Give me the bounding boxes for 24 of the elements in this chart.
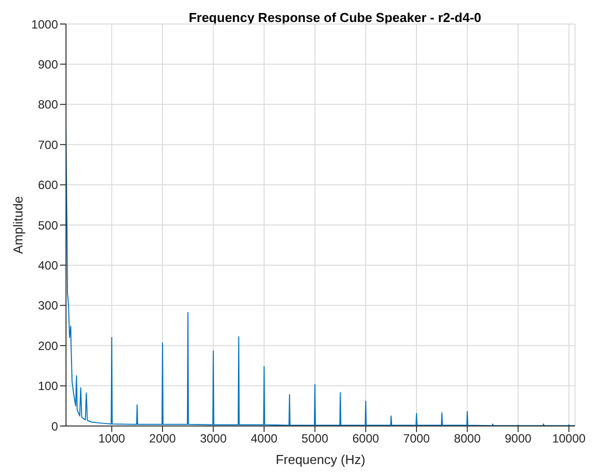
y-tick-label: 200 (38, 338, 58, 353)
y-tick-label: 900 (38, 57, 58, 72)
y-tick-label: 1000 (31, 17, 58, 32)
x-tick-label: 1000 (98, 432, 126, 446)
y-tick-label: 100 (38, 379, 58, 394)
x-tick-label: 6000 (352, 432, 380, 446)
x-tick-label: 7000 (403, 432, 430, 446)
x-tick-label: 5000 (302, 432, 329, 446)
y-tick-label: 300 (38, 298, 58, 313)
y-tick-label: 600 (38, 178, 58, 192)
x-tick-label: 3000 (200, 432, 227, 446)
y-tick-label: 0 (51, 419, 58, 434)
y-tick-label: 700 (38, 138, 58, 152)
x-tick-label: 2000 (149, 432, 176, 446)
x-axis-title: Frequency (Hz) (276, 452, 366, 467)
x-tick-label: 8000 (454, 432, 481, 446)
chart-title: Frequency Response of Cube Speaker - r2-d4-0 (188, 10, 482, 25)
y-tick-label: 400 (38, 258, 58, 272)
y-axis-title: Amplitude (10, 196, 26, 254)
y-tick-label: 500 (38, 218, 58, 232)
y-tick-label: 800 (38, 98, 58, 112)
x-tick-label: 10000 (552, 432, 586, 446)
x-tick-label: 4000 (250, 432, 278, 446)
x-tick-label: 9000 (504, 432, 532, 446)
